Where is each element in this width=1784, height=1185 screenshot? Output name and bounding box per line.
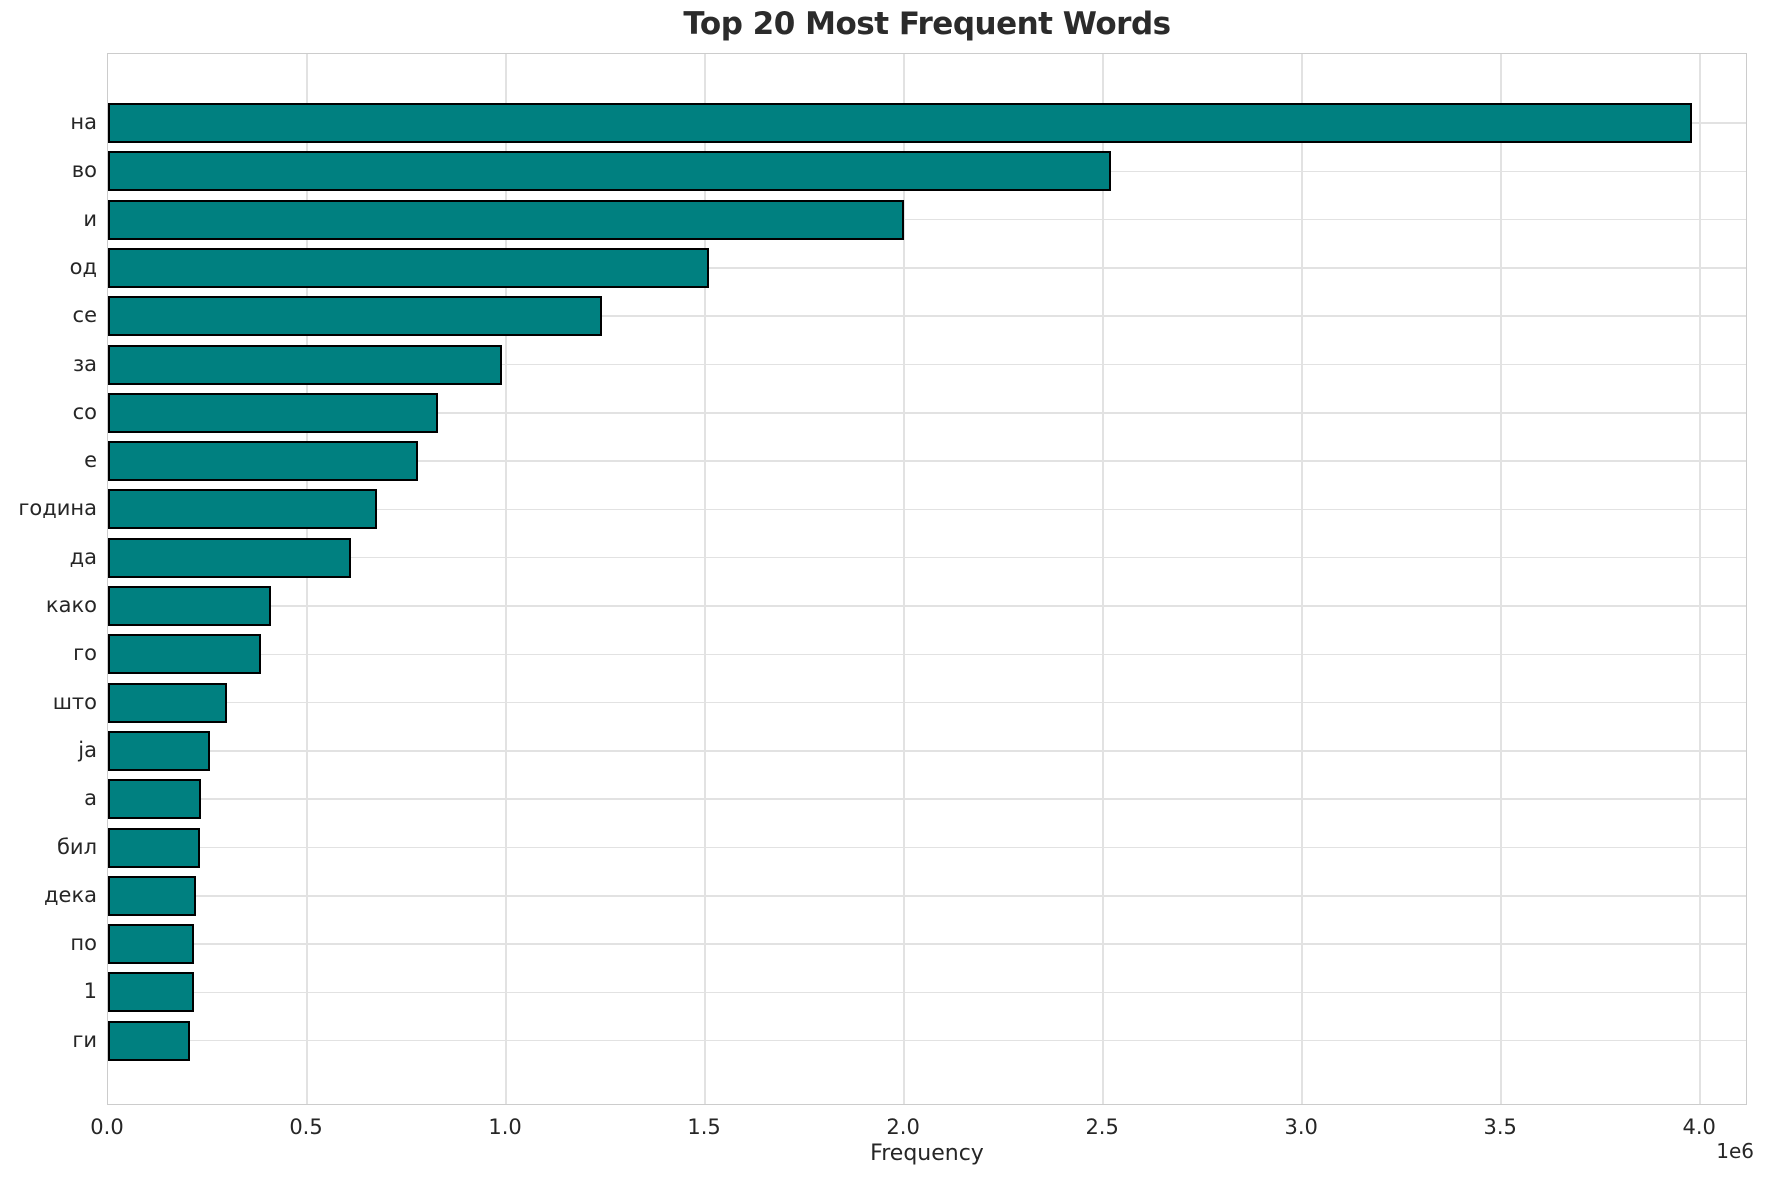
y-tick-label: година bbox=[18, 496, 97, 521]
horizontal-gridline bbox=[108, 846, 1746, 849]
y-tick-label: дека bbox=[44, 882, 97, 907]
bar bbox=[108, 344, 503, 385]
horizontal-gridline bbox=[108, 508, 1746, 511]
bar bbox=[108, 827, 200, 868]
x-tick-label: 4.0 bbox=[1682, 1115, 1716, 1139]
horizontal-gridline bbox=[108, 750, 1746, 752]
horizontal-gridline bbox=[108, 412, 1746, 414]
horizontal-gridline bbox=[108, 363, 1746, 366]
y-tick-label: се bbox=[72, 303, 97, 328]
bar bbox=[108, 151, 1112, 192]
bar bbox=[108, 489, 377, 530]
y-tick-label: бил bbox=[56, 834, 97, 859]
y-tick-label: од bbox=[69, 254, 97, 279]
vertical-gridline bbox=[1500, 54, 1502, 1104]
x-tick-label: 0.0 bbox=[90, 1115, 124, 1139]
bar bbox=[108, 103, 1693, 143]
horizontal-gridline bbox=[108, 943, 1746, 945]
y-tick-label: на bbox=[70, 110, 97, 134]
horizontal-gridline bbox=[108, 991, 1746, 994]
y-tick-label: а bbox=[84, 786, 97, 811]
bar bbox=[108, 199, 905, 240]
bar bbox=[108, 586, 272, 626]
x-tick-label: 3.0 bbox=[1284, 1115, 1318, 1139]
horizontal-gridline bbox=[108, 315, 1746, 317]
horizontal-gridline bbox=[108, 653, 1746, 656]
bar bbox=[108, 247, 710, 288]
y-tick-label: ја bbox=[78, 737, 97, 762]
y-tick-label: ги bbox=[72, 1027, 97, 1052]
y-tick-label: го bbox=[73, 641, 97, 666]
bar bbox=[108, 296, 602, 337]
x-axis-label: Frequency bbox=[870, 1141, 984, 1166]
y-tick-label: по bbox=[70, 931, 97, 956]
bar bbox=[108, 730, 211, 771]
bar bbox=[108, 634, 262, 675]
y-tick-label: да bbox=[69, 544, 97, 569]
vertical-gridline bbox=[704, 54, 706, 1104]
vertical-gridline bbox=[306, 54, 308, 1104]
bar bbox=[108, 875, 196, 916]
chart-title: Top 20 Most Frequent Words bbox=[683, 6, 1171, 42]
horizontal-gridline bbox=[108, 556, 1746, 559]
horizontal-gridline bbox=[108, 701, 1746, 704]
y-tick-label: и bbox=[83, 206, 97, 231]
horizontal-gridline bbox=[108, 798, 1746, 800]
vertical-gridline bbox=[1699, 54, 1701, 1104]
y-tick-label: како bbox=[45, 593, 97, 617]
bar bbox=[108, 441, 419, 482]
bar bbox=[108, 972, 194, 1013]
horizontal-gridline bbox=[108, 605, 1746, 607]
plot-area bbox=[107, 53, 1747, 1105]
y-tick-label: во bbox=[71, 158, 97, 183]
x-tick-label: 1.5 bbox=[687, 1115, 721, 1139]
y-tick-label: што bbox=[52, 689, 97, 714]
bar bbox=[108, 1020, 190, 1061]
y-tick-label: со bbox=[72, 399, 97, 424]
horizontal-gridline bbox=[108, 460, 1746, 462]
x-tick-label: 3.5 bbox=[1483, 1115, 1517, 1139]
x-tick-label: 1.0 bbox=[488, 1115, 522, 1139]
vertical-gridline bbox=[903, 54, 905, 1104]
axis-offset-text: 1e6 bbox=[1716, 1139, 1754, 1163]
bar bbox=[108, 924, 195, 965]
horizontal-gridline bbox=[108, 895, 1746, 897]
y-tick-label: 1 bbox=[83, 979, 97, 1004]
x-tick-label: 2.5 bbox=[1085, 1115, 1119, 1139]
vertical-gridline bbox=[505, 54, 507, 1104]
bar bbox=[108, 779, 201, 820]
horizontal-gridline bbox=[108, 218, 1746, 221]
horizontal-gridline bbox=[108, 1039, 1746, 1042]
bar bbox=[108, 392, 439, 433]
y-tick-label: за bbox=[72, 351, 97, 376]
x-tick-label: 0.5 bbox=[289, 1115, 323, 1139]
horizontal-gridline bbox=[108, 267, 1746, 269]
bar bbox=[108, 537, 351, 578]
vertical-gridline bbox=[1102, 54, 1104, 1104]
vertical-gridline bbox=[1301, 54, 1303, 1104]
x-tick-label: 2.0 bbox=[886, 1115, 920, 1139]
y-tick-label: е bbox=[84, 448, 97, 473]
bar bbox=[108, 682, 228, 723]
